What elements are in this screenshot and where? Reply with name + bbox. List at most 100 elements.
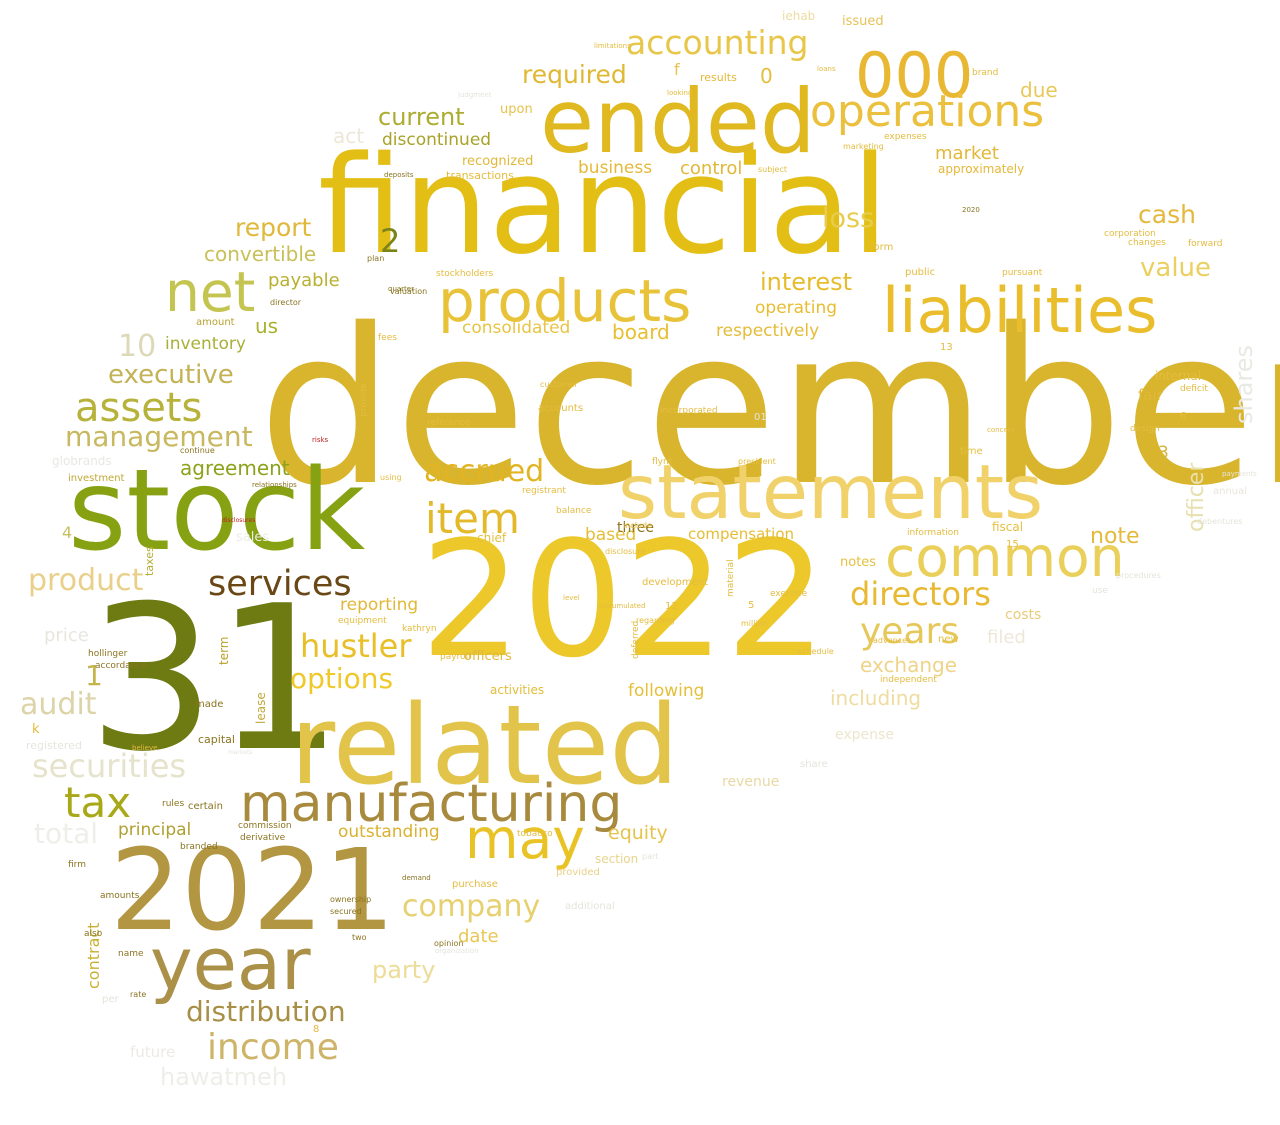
- cloud-word-derivative: derivative: [240, 833, 286, 843]
- cloud-word-required: required: [522, 60, 627, 89]
- cloud-word-accordance: accordance: [95, 661, 147, 671]
- cloud-word-additional: additional: [565, 901, 615, 912]
- cloud-word-agreement: agreement: [180, 456, 290, 480]
- cloud-word-reference: reference: [427, 418, 470, 428]
- cloud-word-marketing: marketing: [843, 142, 884, 151]
- cloud-word-us: us: [255, 314, 279, 338]
- cloud-word-expense: expense: [835, 727, 894, 743]
- cloud-word-forward: forward: [1188, 239, 1223, 249]
- cloud-word-revenue: revenue: [722, 774, 780, 790]
- cloud-word-certain: certain: [188, 801, 223, 812]
- cloud-word-year: year: [150, 922, 311, 1006]
- cloud-word-stock: stock: [68, 446, 366, 576]
- cloud-word-disclosures: disclosures: [222, 517, 256, 524]
- cloud-word-term: term: [217, 636, 231, 666]
- cloud-word-4: 4: [62, 523, 73, 542]
- cloud-word-10: 10: [118, 329, 157, 364]
- cloud-word-opinion: opinion: [434, 939, 464, 948]
- cloud-word-01: 01: [754, 412, 767, 423]
- cloud-word-name: name: [118, 949, 144, 959]
- cloud-word-subject: subject: [758, 165, 787, 174]
- cloud-word-equipment: equipment: [338, 616, 387, 626]
- cloud-word-changes: changes: [1128, 238, 1166, 248]
- cloud-word-registrant: registrant: [522, 486, 566, 496]
- cloud-word-31: 31: [88, 563, 343, 796]
- cloud-word-pursuant: pursuant: [1002, 268, 1043, 278]
- cloud-word-president: president: [738, 457, 776, 466]
- cloud-word-annual: annual: [1213, 486, 1248, 497]
- cloud-word-due: due: [1020, 78, 1058, 102]
- cloud-word-secured: secured: [330, 907, 362, 916]
- cloud-word-13: 13: [940, 342, 953, 353]
- cloud-word-payments: payments: [1222, 470, 1257, 478]
- cloud-word-value: value: [1140, 253, 1212, 283]
- cloud-word-information: information: [907, 528, 959, 538]
- cloud-word-control: control: [680, 158, 743, 179]
- cloud-word-costs: costs: [1005, 607, 1042, 623]
- cloud-word-accrued: accrued: [424, 454, 545, 489]
- cloud-word-common: common: [885, 525, 1125, 589]
- cloud-word-cash: cash: [1138, 200, 1196, 229]
- cloud-word-investment: investment: [68, 473, 125, 484]
- cloud-word-outstanding: outstanding: [338, 822, 440, 842]
- cloud-word-registered: registered: [26, 739, 82, 752]
- cloud-word-deferred: deferred: [631, 620, 641, 659]
- cloud-word-8: 8: [313, 1024, 320, 1035]
- cloud-word-2022: 2022: [420, 506, 828, 693]
- cloud-word-manufacturing: manufacturing: [240, 774, 623, 834]
- cloud-word-reporting: reporting: [340, 595, 419, 615]
- cloud-word-compensation: compensation: [688, 525, 795, 543]
- cloud-word-corporation: corporation: [1104, 229, 1156, 239]
- cloud-word-markets: markets: [228, 749, 253, 756]
- cloud-word-hollinger: hollinger: [88, 649, 128, 659]
- cloud-word-officers: officers: [464, 649, 512, 664]
- cloud-word-incorporated: incorporated: [660, 406, 718, 416]
- cloud-word-amounts: amounts: [100, 891, 140, 901]
- cloud-word-share: share: [800, 759, 828, 770]
- cloud-word-consolidated: consolidated: [462, 318, 571, 338]
- cloud-word-taxes: taxes: [143, 546, 156, 576]
- cloud-word-2020: 2020: [962, 206, 980, 214]
- cloud-word-iehab: iehab: [782, 9, 816, 23]
- cloud-word-hustler: hustler: [300, 627, 412, 665]
- cloud-word-expenses: expenses: [884, 132, 927, 142]
- cloud-word-net: net: [165, 260, 256, 324]
- cloud-word-exercise: exercise: [770, 589, 808, 599]
- cloud-word-services: services: [208, 564, 352, 604]
- cloud-word-balance: balance: [556, 506, 592, 516]
- cloud-word-equity: equity: [608, 822, 668, 844]
- cloud-word-material: material: [726, 559, 736, 597]
- cloud-word-fair: fair: [1138, 386, 1163, 404]
- cloud-word-capital: capital: [198, 733, 235, 746]
- cloud-word-report: report: [235, 213, 312, 242]
- cloud-word-board: board: [612, 320, 670, 344]
- cloud-word-fiscal: fiscal: [992, 520, 1024, 534]
- cloud-word-assets: assets: [75, 385, 203, 431]
- cloud-word-procedures: procedures: [1116, 571, 1161, 580]
- cloud-word-valuation: valuation: [390, 287, 428, 296]
- cloud-word-risks: risks: [312, 436, 329, 444]
- cloud-word-activities: activities: [490, 683, 545, 697]
- cloud-word-options: options: [290, 662, 394, 695]
- cloud-word-continue: continue: [180, 446, 215, 455]
- cloud-word-kathryn: kathryn: [402, 624, 437, 634]
- cloud-word-0: 0: [760, 64, 773, 88]
- cloud-word-years: years: [860, 611, 960, 652]
- cloud-word-6: 6: [1180, 411, 1187, 422]
- cloud-word-future: future: [130, 1043, 176, 1061]
- cloud-word-2021: 2021: [110, 826, 396, 956]
- cloud-word-believe: believe: [132, 744, 158, 752]
- cloud-word-advances: advances: [873, 636, 912, 645]
- cloud-word-convertible: convertible: [204, 242, 317, 266]
- cloud-word-statements: statements: [618, 448, 1044, 536]
- cloud-word-act: act: [333, 124, 365, 148]
- cloud-word-5: 5: [748, 600, 755, 611]
- cloud-word-audit: audit: [20, 687, 97, 722]
- cloud-word-payable: payable: [268, 270, 340, 291]
- cloud-word-brand: brand: [972, 68, 999, 78]
- cloud-word-schedule: schedule: [798, 647, 834, 656]
- cloud-word-following: following: [628, 681, 705, 701]
- cloud-word-rules: rules: [162, 799, 185, 809]
- cloud-word-branded: branded: [180, 842, 218, 852]
